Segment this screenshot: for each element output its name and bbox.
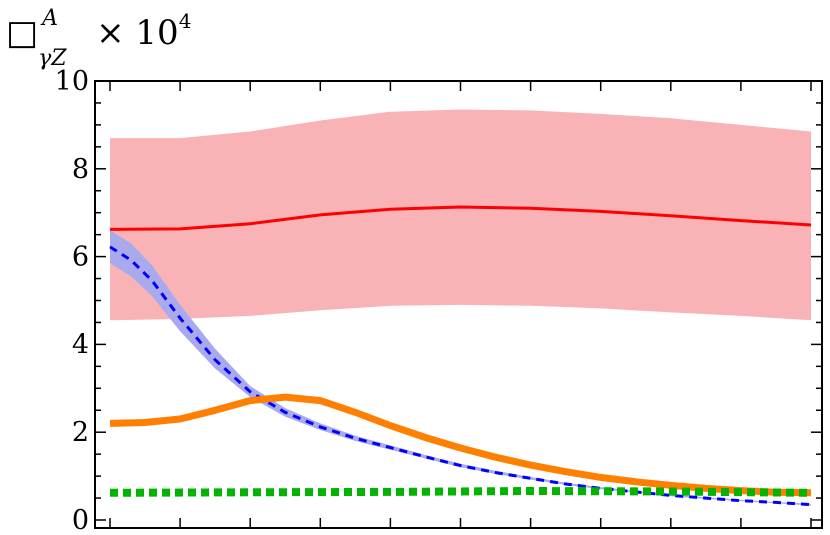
axes: 0 2 4 6 8 10 [55, 66, 823, 535]
y-tick-label: 10 [55, 66, 89, 97]
title-multiplier-group: × 104 [96, 6, 191, 60]
y-tick-label: 0 [72, 505, 89, 535]
title-script-stack: A γZ [38, 6, 90, 76]
chart-title: □ A γZ × 104 [6, 6, 191, 76]
uncertainty-band-1 [110, 109, 811, 321]
y-tick-label: 8 [72, 154, 89, 185]
y-tick-label: 6 [72, 242, 89, 273]
title-symbol: □ [6, 13, 39, 53]
series-line-1 [109, 205, 812, 231]
series-line-3 [109, 393, 812, 497]
title-multiplier: × 10 [96, 13, 179, 53]
title-superscript: A [42, 6, 59, 31]
series-lines [109, 205, 812, 507]
title-exponent: 4 [178, 9, 192, 33]
uncertainty-bands [110, 109, 811, 506]
title-subscript: γZ [38, 46, 67, 71]
plot-frame [94, 80, 823, 529]
y-tick-label: 4 [72, 329, 89, 360]
y-tick-label: 2 [72, 417, 89, 448]
series-line-2 [109, 245, 812, 507]
